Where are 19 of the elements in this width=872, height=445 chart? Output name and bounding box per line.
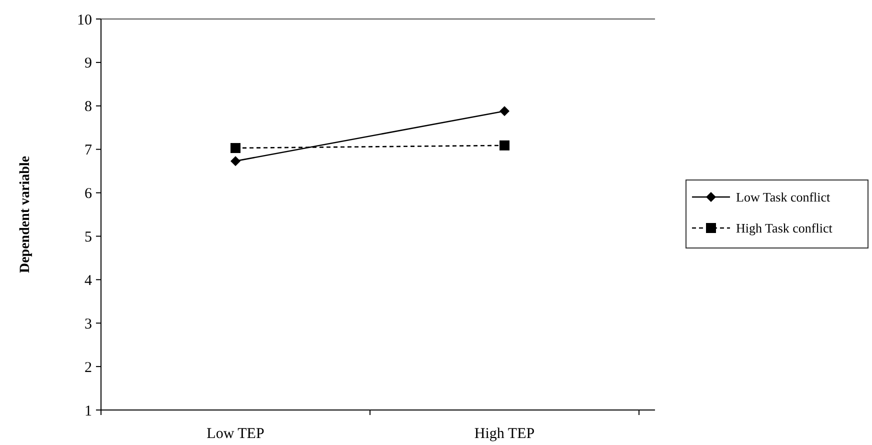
y-tick-label: 1	[84, 403, 92, 420]
point	[230, 156, 240, 166]
legend-label: Low Task conflict	[736, 190, 831, 205]
y-tick-label: 2	[84, 360, 92, 376]
y-tick-label: 5	[84, 229, 92, 246]
y-axis-title: Dependent variable	[18, 156, 33, 274]
y-tick-label: 6	[84, 186, 92, 202]
y-tick-label: 4	[84, 272, 92, 289]
y-tick-label: 10	[77, 12, 92, 28]
x-tick-label: Low TEP	[206, 426, 264, 442]
point	[500, 140, 510, 150]
point	[230, 143, 240, 154]
point	[500, 106, 510, 116]
y-tick-label: 7	[84, 142, 92, 159]
y-tick-label: 3	[84, 316, 92, 332]
y-tick-label: 9	[84, 56, 92, 72]
x-tick-label: High TEP	[474, 426, 535, 442]
y-tick-label: 8	[84, 99, 92, 116]
legend-label: High Task conflict	[736, 220, 833, 236]
